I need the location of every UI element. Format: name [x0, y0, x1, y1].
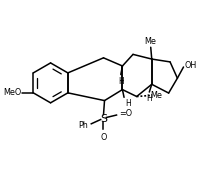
- Text: Ph: Ph: [78, 121, 88, 130]
- Text: H: H: [124, 99, 130, 108]
- Text: O: O: [100, 133, 106, 142]
- Text: OH: OH: [183, 62, 195, 71]
- Text: H: H: [117, 76, 123, 86]
- Text: Me: Me: [150, 91, 162, 100]
- Text: Me: Me: [143, 37, 155, 46]
- Text: =O: =O: [118, 109, 131, 118]
- Text: S: S: [99, 114, 107, 123]
- Text: MeO: MeO: [3, 88, 21, 97]
- Text: H: H: [145, 94, 151, 103]
